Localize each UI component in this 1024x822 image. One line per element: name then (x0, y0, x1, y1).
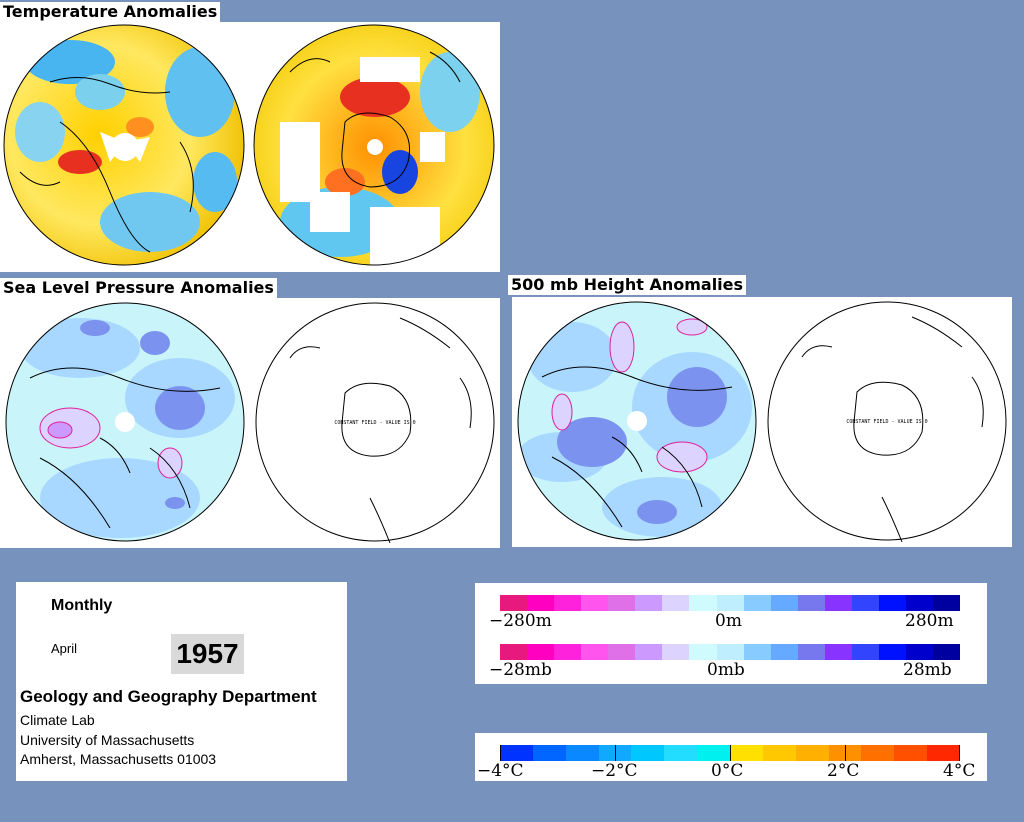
slp-title: Sea Level Pressure Anomalies (0, 278, 277, 298)
pressure-colorbar-swatch (933, 644, 961, 660)
pressure-colorbar (500, 644, 961, 660)
pressure-colorbar-swatch (851, 644, 879, 660)
pressure-colorbar-swatch (500, 644, 528, 660)
height-colorbar-swatch (581, 595, 609, 611)
height-tick-zero: 0m (715, 611, 742, 631)
period-label: Monthly (51, 597, 113, 614)
pressure-tick-zero: 0mb (707, 660, 745, 680)
temperature-colorbar-swatch (894, 745, 928, 761)
height-colorbar (500, 595, 961, 611)
height-colorbar-swatch (933, 595, 961, 611)
height-colorbar-swatch (689, 595, 717, 611)
height-colorbar-swatch (500, 595, 528, 611)
temp-tick-plus2: 2°C (827, 761, 860, 781)
temperature-colorbar-swatch (631, 745, 665, 761)
height-colorbar-swatch (878, 595, 906, 611)
height-colorbar-swatch (851, 595, 879, 611)
temperature-colorbar-swatch (565, 745, 599, 761)
height-colorbar-swatch (716, 595, 744, 611)
month-label: April (51, 641, 78, 656)
pressure-colorbar-swatch (581, 644, 609, 660)
year-label: 1957 (171, 634, 244, 674)
height-colorbar-swatch (824, 595, 852, 611)
temperature-colorbar-swatch (664, 745, 698, 761)
pressure-colorbar-swatch (878, 644, 906, 660)
height-colorbar-swatch (770, 595, 798, 611)
temp-tick-plus4: 4°C (943, 761, 976, 781)
height500-title: 500 mb Height Anomalies (508, 275, 747, 295)
pressure-colorbar-swatch (770, 644, 798, 660)
pressure-colorbar-swatch (824, 644, 852, 660)
pressure-colorbar-swatch (554, 644, 582, 660)
temp-tick-zero: 0°C (711, 761, 744, 781)
temperature-colorbar-swatch (927, 745, 961, 761)
slp-globe-north (5, 302, 245, 542)
height-tick-max: 280m (905, 611, 954, 631)
height500-globe-north (517, 301, 757, 541)
height-colorbar-swatch (662, 595, 690, 611)
pressure-colorbar-swatch (635, 644, 663, 660)
temperature-colorbar-swatch (500, 745, 533, 761)
info-box: Monthly April 1957 Geology and Geography… (16, 582, 347, 781)
height-colorbar-swatch (797, 595, 825, 611)
pressure-colorbar-swatch (689, 644, 717, 660)
temperature-title: Temperature Anomalies (0, 2, 221, 22)
height-colorbar-swatch (527, 595, 555, 611)
address-label: Amherst, Massachusetts 01003 (20, 751, 217, 767)
temp-tick-minus4: −4°C (477, 761, 524, 781)
temperature-colorbar-swatch (762, 745, 796, 761)
pressure-colorbar-swatch (797, 644, 825, 660)
temperature-globe-north (3, 24, 245, 266)
lab-label: Climate Lab (20, 712, 95, 728)
pressure-colorbar-swatch (662, 644, 690, 660)
pressure-colorbar-swatch (716, 644, 744, 660)
slp-globe-south: CONSTANT FIELD - VALUE IS 0 (255, 302, 495, 544)
pressure-colorbar-swatch (608, 644, 636, 660)
temperature-globe-south (253, 24, 495, 266)
department-label: Geology and Geography Department (20, 687, 317, 706)
height-pressure-legend: −280m 0m 280m −28mb 0mb 28mb (475, 583, 987, 684)
temperature-colorbar-swatch (697, 745, 731, 761)
height-colorbar-swatch (635, 595, 663, 611)
height-colorbar-swatch (554, 595, 582, 611)
temperature-colorbar-swatch (861, 745, 895, 761)
height-colorbar-swatch (608, 595, 636, 611)
height500-constant-field-note: CONSTANT FIELD - VALUE IS 0 (846, 419, 927, 425)
temperature-map-panel (0, 22, 500, 272)
slp-map-panel: CONSTANT FIELD - VALUE IS 0 (0, 298, 500, 548)
pressure-colorbar-swatch (743, 644, 771, 660)
temperature-colorbar-swatch (730, 745, 763, 761)
height-tick-min: −280m (489, 611, 552, 631)
pressure-colorbar-swatch (527, 644, 555, 660)
pressure-tick-max: 28mb (903, 660, 952, 680)
temperature-legend: −4°C −2°C 0°C 2°C 4°C (475, 733, 987, 781)
temperature-colorbar-swatch (795, 745, 829, 761)
university-label: University of Massachusetts (20, 732, 195, 748)
pressure-tick-min: −28mb (489, 660, 552, 680)
height-colorbar-swatch (905, 595, 933, 611)
height500-globe-south: CONSTANT FIELD - VALUE IS 0 (767, 301, 1007, 543)
temperature-colorbar-swatch (532, 745, 566, 761)
slp-constant-field-note: CONSTANT FIELD - VALUE IS 0 (334, 420, 415, 426)
temp-tick-minus2: −2°C (591, 761, 638, 781)
pressure-colorbar-swatch (905, 644, 933, 660)
height500-map-panel: CONSTANT FIELD - VALUE IS 0 (512, 297, 1012, 547)
height-colorbar-swatch (743, 595, 771, 611)
